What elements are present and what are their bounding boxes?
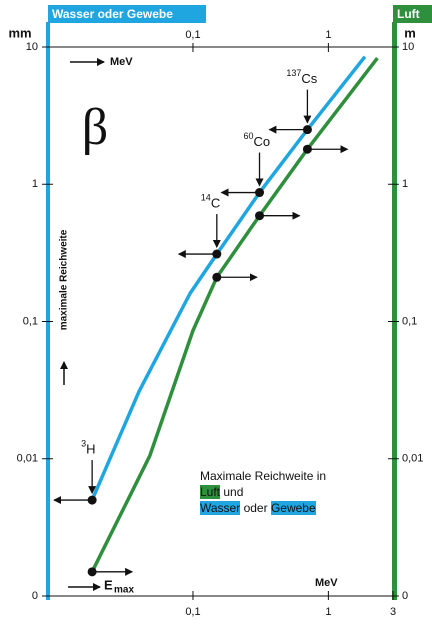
y2-unit: m — [404, 25, 416, 40]
x-tick-label: 3 — [390, 606, 396, 618]
isotope-mass: 60 — [243, 131, 253, 141]
legend-air: Luft — [200, 485, 221, 499]
y-tick-label: 0,01 — [17, 453, 38, 465]
y-tick-label: 10 — [26, 41, 38, 53]
water-header: Wasser oder Gewebe — [48, 5, 206, 23]
right-axis-bar — [392, 22, 397, 600]
x-title-subscript: max — [114, 585, 134, 596]
x-label-top: MeV — [110, 56, 133, 68]
y2-tick-label: 0,1 — [402, 315, 417, 327]
x-top-tick-label: 0,1 — [185, 29, 200, 41]
y-tick-label: 1 — [32, 178, 38, 190]
series-line — [90, 55, 367, 501]
isotope-mass: 3 — [81, 438, 86, 448]
x-tick-label: 0,1 — [185, 606, 200, 618]
air-header: Luft — [393, 5, 432, 23]
x-tick-label: 1 — [325, 606, 331, 618]
isotope-element: Co — [254, 134, 271, 149]
isotope-mass: 137 — [286, 68, 301, 78]
legend-or: oder — [243, 501, 268, 515]
air-point — [212, 272, 222, 282]
y2-tick-label: 1 — [402, 178, 408, 190]
legend-water: Wasser — [200, 501, 241, 515]
legend-tissue: Gewebe — [270, 501, 316, 515]
legend: Maximale Reichweite in Luft und Wasser o… — [200, 468, 326, 516]
water-point — [212, 249, 222, 259]
isotope-element: H — [86, 442, 95, 457]
x-title-symbol: E — [104, 577, 113, 592]
water-point — [255, 188, 265, 198]
x-top-tick-label: 1 — [325, 29, 331, 41]
y2-tick-label: 0 — [402, 590, 408, 602]
x-label: MeV — [315, 577, 338, 589]
left-axis-bar — [46, 22, 50, 600]
y-title: maximale Reichweite — [59, 229, 70, 330]
y2-tick-label: 0,01 — [402, 453, 423, 465]
legend-title: Maximale Reichweite in — [200, 469, 327, 483]
water-point — [302, 125, 312, 135]
isotope-element: Cs — [301, 71, 317, 86]
y2-tick-label: 10 — [402, 41, 414, 53]
symbol: β — [82, 99, 108, 156]
air-point — [255, 211, 265, 221]
y-tick-label: 0,1 — [23, 315, 38, 327]
air-point — [302, 144, 312, 154]
y-tick-label: 0 — [32, 590, 38, 602]
air-point — [87, 567, 97, 577]
water-point — [87, 495, 97, 505]
legend-and: und — [223, 485, 244, 499]
y-unit: mm — [8, 25, 31, 40]
isotope-mass: 14 — [201, 192, 211, 202]
isotope-element: C — [211, 195, 220, 210]
